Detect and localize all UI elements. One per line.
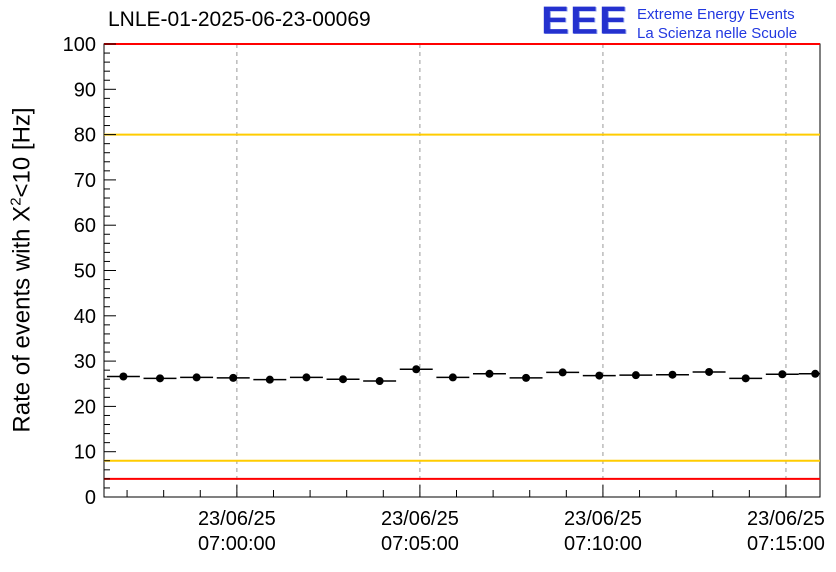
y-tick-label: 60: [74, 215, 96, 237]
data-point: [339, 375, 348, 384]
y-tick-label: 20: [74, 396, 96, 418]
x-tick-time: 07:05:00: [381, 533, 459, 555]
data-point: [741, 374, 750, 383]
eee-logo-text: Extreme Energy Events La Scienza nelle S…: [637, 2, 797, 43]
y-tick-label: 40: [74, 306, 96, 328]
x-tick-date: 23/06/25: [381, 508, 459, 530]
x-tick-time: 07:10:00: [564, 533, 642, 555]
data-point: [412, 365, 421, 374]
chart-title: LNLE-01-2025-06-23-00069: [108, 8, 371, 31]
data-point: [595, 371, 604, 380]
x-tick-time: 07:15:00: [747, 533, 825, 555]
y-tick-label: 90: [74, 79, 96, 101]
logo-line-1: Extreme Energy Events: [637, 6, 795, 23]
data-point: [631, 371, 640, 380]
data-point: [192, 373, 201, 382]
data-point: [302, 373, 311, 382]
y-tick-label: 80: [74, 125, 96, 147]
data-point: [265, 375, 274, 384]
eee-logo: EEE Extreme Energy Events La Scienza nel…: [541, 0, 797, 43]
data-point: [558, 368, 567, 377]
y-tick-label: 100: [63, 34, 96, 56]
data-point: [811, 369, 820, 378]
x-tick-time: 07:00:00: [198, 533, 276, 555]
data-point: [119, 372, 128, 381]
data-point: [156, 374, 165, 383]
data-point: [668, 370, 677, 379]
logo-line-2: La Scienza nelle Scuole: [637, 25, 798, 42]
data-point: [778, 370, 787, 379]
y-tick-label: 70: [74, 170, 96, 192]
data-point: [229, 373, 238, 382]
eee-logo-icon: EEE: [541, 0, 629, 42]
data-point: [448, 373, 457, 382]
y-tick-label: 50: [74, 261, 96, 283]
data-point: [375, 377, 384, 386]
y-tick-label: 30: [74, 351, 96, 373]
x-tick-date: 23/06/25: [198, 508, 276, 530]
x-tick-date: 23/06/25: [747, 508, 825, 530]
plot-frame: [103, 43, 821, 498]
x-tick-date: 23/06/25: [564, 508, 642, 530]
data-point: [485, 369, 494, 378]
y-tick-label: 0: [85, 487, 96, 509]
y-tick-label: 10: [74, 442, 96, 464]
data-point: [522, 373, 531, 382]
data-point: [705, 367, 714, 376]
